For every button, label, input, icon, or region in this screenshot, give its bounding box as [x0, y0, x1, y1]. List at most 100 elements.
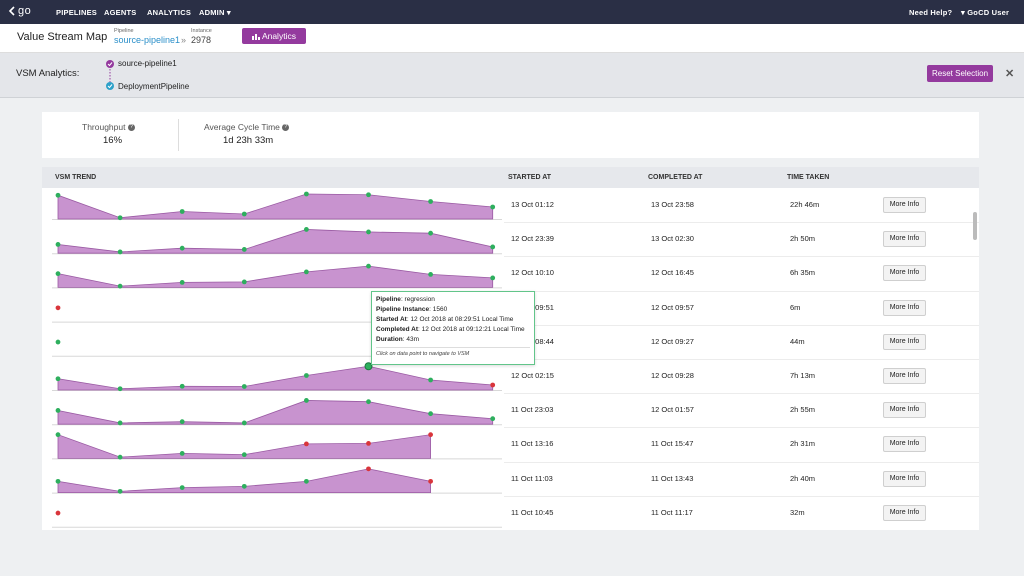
col-header-started-at: STARTED AT — [508, 174, 552, 181]
analytics-button[interactable]: Analytics — [242, 28, 306, 44]
nav-analytics[interactable]: ANALYTICS — [147, 8, 192, 17]
trend-data-point[interactable] — [117, 283, 123, 289]
trend-data-point[interactable] — [428, 411, 433, 417]
trend-data-point[interactable] — [241, 247, 247, 252]
trend-data-point[interactable] — [490, 204, 496, 210]
trend-data-point[interactable] — [428, 230, 433, 236]
trend-data-point[interactable] — [55, 408, 61, 413]
more-info-button[interactable]: More Info — [883, 299, 926, 316]
trend-data-point[interactable] — [428, 199, 433, 204]
instance-crumb-value: 2978 — [191, 35, 212, 45]
need-help-link[interactable]: Need Help? — [909, 8, 953, 17]
more-info-button[interactable]: More Info — [883, 470, 926, 487]
table-scrollbar[interactable] — [973, 212, 977, 240]
trend-data-point[interactable] — [241, 420, 247, 426]
help-icon[interactable]: ? — [282, 124, 290, 132]
trend-data-point[interactable] — [366, 192, 371, 198]
trend-data-point[interactable] — [55, 432, 61, 438]
trend-data-point[interactable] — [117, 488, 123, 494]
trend-data-point[interactable] — [304, 269, 309, 275]
row-separator — [504, 290, 979, 292]
trend-data-point[interactable] — [117, 420, 123, 426]
tooltip-instance-value: : 1560 — [429, 306, 448, 313]
more-info-button[interactable]: More Info — [883, 504, 926, 521]
tooltip-pipeline: Pipeline: regression — [376, 296, 435, 303]
trend-data-point[interactable] — [179, 451, 185, 456]
user-menu[interactable]: ▾ GoCD User — [961, 8, 1009, 17]
trend-data-point[interactable] — [428, 432, 433, 438]
trend-data-point[interactable] — [55, 510, 61, 516]
pipeline-crumb-link[interactable]: source-pipeline1 — [114, 35, 181, 45]
trend-data-point[interactable] — [55, 305, 61, 311]
trend-data-point[interactable] — [304, 398, 309, 403]
trend-data-point[interactable] — [428, 272, 433, 277]
trend-data-point[interactable] — [490, 382, 496, 388]
vsm-pipeline-deployment: DeploymentPipeline — [118, 82, 190, 91]
trend-data-point[interactable] — [490, 416, 496, 422]
row-time-taken: 2h 40m — [790, 473, 816, 483]
trend-data-point[interactable] — [366, 263, 371, 269]
trend-data-point[interactable] — [366, 229, 371, 235]
row-completed-at: 12 Oct 09:28 — [651, 371, 694, 380]
trend-data-point[interactable] — [304, 227, 309, 232]
tooltip-pipeline-label: Pipeline — [376, 296, 401, 303]
trend-data-point[interactable] — [55, 376, 61, 382]
cycle-time-value: 1d 23h 33m — [223, 135, 274, 146]
trend-data-point[interactable] — [241, 452, 247, 458]
trend-data-point[interactable] — [179, 419, 185, 425]
more-info-button[interactable]: More Info — [883, 368, 926, 384]
close-icon[interactable]: ✕ — [1005, 68, 1015, 80]
more-info-button[interactable]: More Info — [883, 265, 926, 282]
trend-data-point[interactable] — [179, 209, 185, 214]
trend-data-point[interactable] — [366, 466, 371, 472]
trend-data-point[interactable] — [55, 478, 61, 484]
trend-data-point[interactable] — [428, 478, 433, 484]
more-info-button[interactable]: More Info — [883, 436, 926, 453]
trend-data-point[interactable] — [490, 244, 496, 250]
more-info-button[interactable]: More Info — [883, 197, 926, 213]
row-time-taken: 32m — [790, 507, 805, 517]
trend-data-point[interactable] — [55, 192, 61, 198]
trend-data-point[interactable] — [117, 454, 123, 460]
trend-data-point[interactable] — [55, 271, 61, 277]
trend-data-point[interactable] — [364, 362, 373, 371]
trend-data-point[interactable] — [55, 339, 61, 345]
trend-data-point[interactable] — [179, 280, 185, 285]
reset-selection-button[interactable]: Reset Selection — [927, 65, 993, 82]
more-info-button[interactable]: More Info — [883, 402, 926, 419]
trend-data-point[interactable] — [304, 191, 309, 197]
help-icon[interactable]: ? — [127, 124, 135, 132]
nav-pipelines[interactable]: PIPELINES — [56, 8, 97, 17]
trend-data-point[interactable] — [179, 245, 185, 251]
trend-data-point[interactable] — [428, 377, 433, 383]
trend-data-point[interactable] — [179, 383, 185, 389]
trend-data-point[interactable] — [179, 485, 185, 490]
row-completed-at: 12 Oct 09:27 — [651, 336, 694, 346]
trend-area — [57, 229, 494, 254]
nav-admin[interactable]: ADMIN ▾ — [199, 8, 231, 17]
trend-data-point[interactable] — [304, 441, 309, 447]
gocd-logo[interactable]: go — [8, 5, 31, 17]
trend-data-point[interactable] — [55, 242, 61, 247]
row-started-at: 13 Oct 01:12 — [511, 200, 554, 209]
trend-data-point[interactable] — [366, 441, 371, 446]
page-header: Value Stream Map Pipeline source-pipelin… — [0, 24, 1024, 53]
row-completed-at: 12 Oct 16:45 — [651, 268, 694, 278]
nav-agents[interactable]: AGENTS — [104, 8, 137, 17]
trend-data-point[interactable] — [366, 399, 371, 405]
more-info-button[interactable]: More Info — [883, 231, 926, 248]
trend-data-point[interactable] — [241, 384, 247, 389]
trend-data-point[interactable] — [117, 249, 123, 255]
trend-data-point[interactable] — [241, 279, 247, 285]
trend-data-point[interactable] — [304, 478, 309, 484]
trend-data-point[interactable] — [241, 211, 247, 217]
more-info-button[interactable]: More Info — [883, 333, 926, 350]
throughput-value: 16% — [103, 135, 123, 146]
trend-data-point[interactable] — [117, 215, 123, 221]
trend-data-point[interactable] — [241, 483, 247, 489]
trend-data-point[interactable] — [490, 275, 496, 281]
trend-data-point[interactable] — [117, 386, 123, 392]
chevron-down-icon: ▾ — [226, 8, 231, 17]
trend-data-point[interactable] — [304, 373, 309, 378]
row-started-at: 11 Oct 11:03 — [511, 473, 553, 483]
